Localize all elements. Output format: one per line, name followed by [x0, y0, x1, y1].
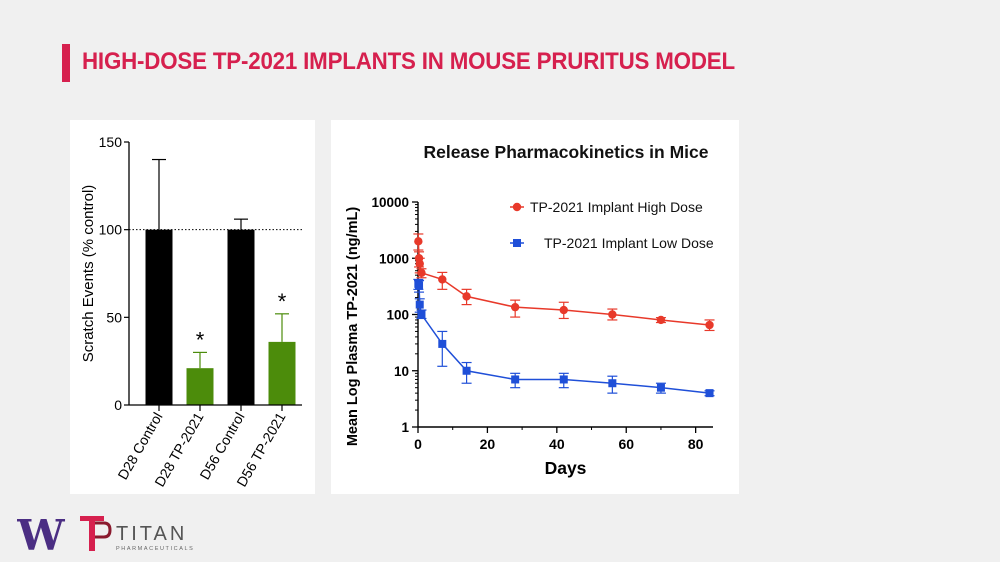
chart-title: Release Pharmacokinetics in Mice: [424, 142, 709, 162]
data-point: [462, 292, 471, 301]
titan-wordmark: TITAN: [116, 523, 187, 545]
university-w-logo: W: [16, 512, 65, 556]
titan-logo: TITAN PHARMACEUTICALS: [80, 516, 194, 552]
data-point: [608, 310, 617, 319]
bar-3: [227, 229, 255, 405]
legend-label: TP-2021 Implant High Dose: [530, 199, 703, 215]
y-tick-label: 10: [394, 364, 409, 379]
data-point: [705, 320, 714, 330]
x-tick-label: 40: [549, 436, 565, 452]
y-tick-label: 50: [106, 309, 122, 325]
significance-star: *: [196, 327, 205, 352]
data-point: [705, 389, 714, 398]
data-point: [438, 339, 447, 348]
y-tick-label: 100: [386, 308, 409, 323]
bar-1: [145, 229, 173, 405]
titan-subtitle: PHARMACEUTICALS: [116, 546, 194, 552]
legend-marker: [512, 202, 522, 212]
data-point: [417, 268, 426, 278]
pharmacokinetics-line-chart: Release Pharmacokinetics in Mice 1 10 100 10…: [345, 142, 715, 478]
data-point: [656, 383, 665, 392]
y-tick-label: 0: [114, 397, 122, 413]
data-point: [417, 310, 426, 319]
data-point: [559, 305, 568, 315]
legend-label: TP-2021 Implant Low Dose: [544, 235, 714, 251]
y-axis-label: Mean Log Plasma TP-2021 (ng/mL): [345, 207, 361, 446]
data-point: [511, 375, 520, 384]
data-point: [415, 259, 424, 268]
data-point: [462, 366, 471, 375]
series-low-dose: [413, 278, 715, 398]
title-accent-bar: [62, 44, 70, 82]
data-point: [414, 237, 423, 246]
x-tick-label: 20: [480, 436, 496, 452]
data-point: [510, 302, 520, 312]
x-tick-label: 60: [618, 436, 634, 452]
series-high-dose: [413, 233, 715, 332]
titan-emblem-icon: [80, 516, 112, 551]
data-point: [656, 315, 666, 325]
y-tick-label: 1: [401, 420, 409, 435]
data-point: [415, 281, 424, 290]
bar-2: [186, 368, 214, 405]
data-point: [415, 300, 424, 309]
university-logo-letter: W: [16, 512, 65, 556]
data-point: [608, 379, 617, 388]
x-axis-label: Days: [545, 458, 587, 478]
x-tick-label: 80: [688, 436, 704, 452]
pk-chart-panel: Release Pharmacokinetics in Mice 1 10 100 10…: [331, 120, 739, 494]
legend-marker: [513, 239, 521, 247]
y-tick-label: 1000: [379, 251, 409, 266]
x-tick-label: 0: [414, 436, 422, 452]
y-tick-label: 150: [99, 134, 123, 150]
y-tick-label: 10000: [371, 195, 409, 210]
bar-chart-panel: 0 50 100 150 Scratch Events (% control) D28 C…: [70, 120, 315, 494]
slide-title: HIGH-DOSE TP-2021 IMPLANTS IN MOUSE PRUR…: [82, 48, 735, 75]
data-point: [559, 375, 568, 384]
data-point: [438, 275, 447, 284]
bar-4: [268, 341, 296, 405]
significance-star: *: [278, 289, 287, 314]
y-axis-label: Scratch Events (% control): [80, 185, 97, 363]
y-tick-label: 100: [99, 222, 123, 238]
